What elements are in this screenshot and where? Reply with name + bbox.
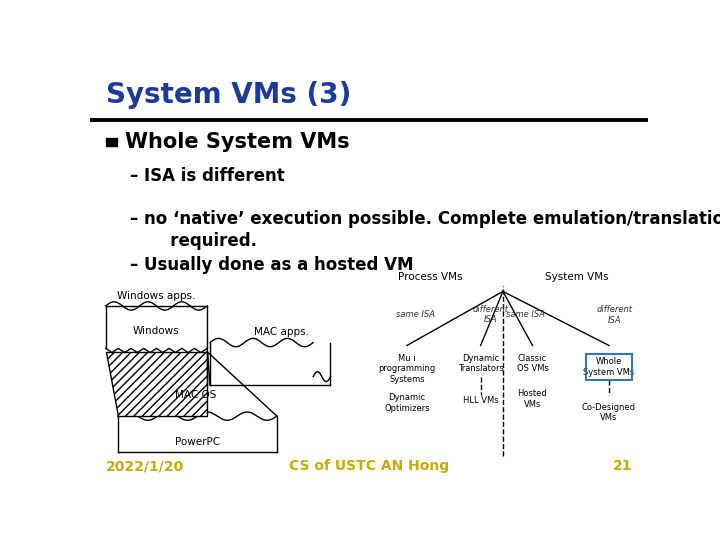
Text: Windows: Windows — [133, 326, 180, 336]
Text: HLL VMs: HLL VMs — [463, 396, 498, 405]
Text: Dynamic
Translators: Dynamic Translators — [458, 354, 503, 373]
Text: different
ISA: different ISA — [472, 305, 508, 324]
Text: System VMs (3): System VMs (3) — [106, 82, 351, 110]
Text: Dynamic
Optimizers: Dynamic Optimizers — [384, 393, 430, 413]
Text: Mu i
programming
Systems: Mu i programming Systems — [378, 354, 436, 383]
Text: – no ‘native’ execution possible. Complete emulation/translation
       required: – no ‘native’ execution possible. Comple… — [130, 210, 720, 250]
Text: 21: 21 — [613, 459, 632, 473]
Text: 2022/1/20: 2022/1/20 — [106, 459, 184, 473]
Bar — [586, 354, 632, 380]
Text: same ISA: same ISA — [506, 310, 545, 319]
Text: – Usually done as a hosted VM: – Usually done as a hosted VM — [130, 256, 414, 274]
Text: Whole
System VMs: Whole System VMs — [583, 357, 634, 377]
Text: Whole System VMs: Whole System VMs — [125, 132, 350, 152]
Bar — [106, 138, 117, 146]
Text: – ISA is different: – ISA is different — [130, 167, 285, 185]
Text: different
ISA: different ISA — [596, 306, 633, 325]
Text: same ISA: same ISA — [396, 310, 435, 319]
Text: MAC OS: MAC OS — [176, 389, 217, 400]
Polygon shape — [106, 352, 207, 416]
Text: Process VMs: Process VMs — [398, 272, 463, 282]
Text: CS of USTC AN Hong: CS of USTC AN Hong — [289, 459, 449, 473]
Text: Windows apps.: Windows apps. — [117, 291, 196, 301]
Text: PowerPC: PowerPC — [175, 437, 220, 447]
Text: MAC apps.: MAC apps. — [253, 327, 309, 337]
Text: System VMs: System VMs — [545, 272, 608, 282]
Text: Co-Designed
VMs: Co-Designed VMs — [582, 403, 636, 422]
Text: Classic
OS VMs: Classic OS VMs — [516, 354, 549, 373]
Text: Hosted
VMs: Hosted VMs — [518, 389, 547, 409]
